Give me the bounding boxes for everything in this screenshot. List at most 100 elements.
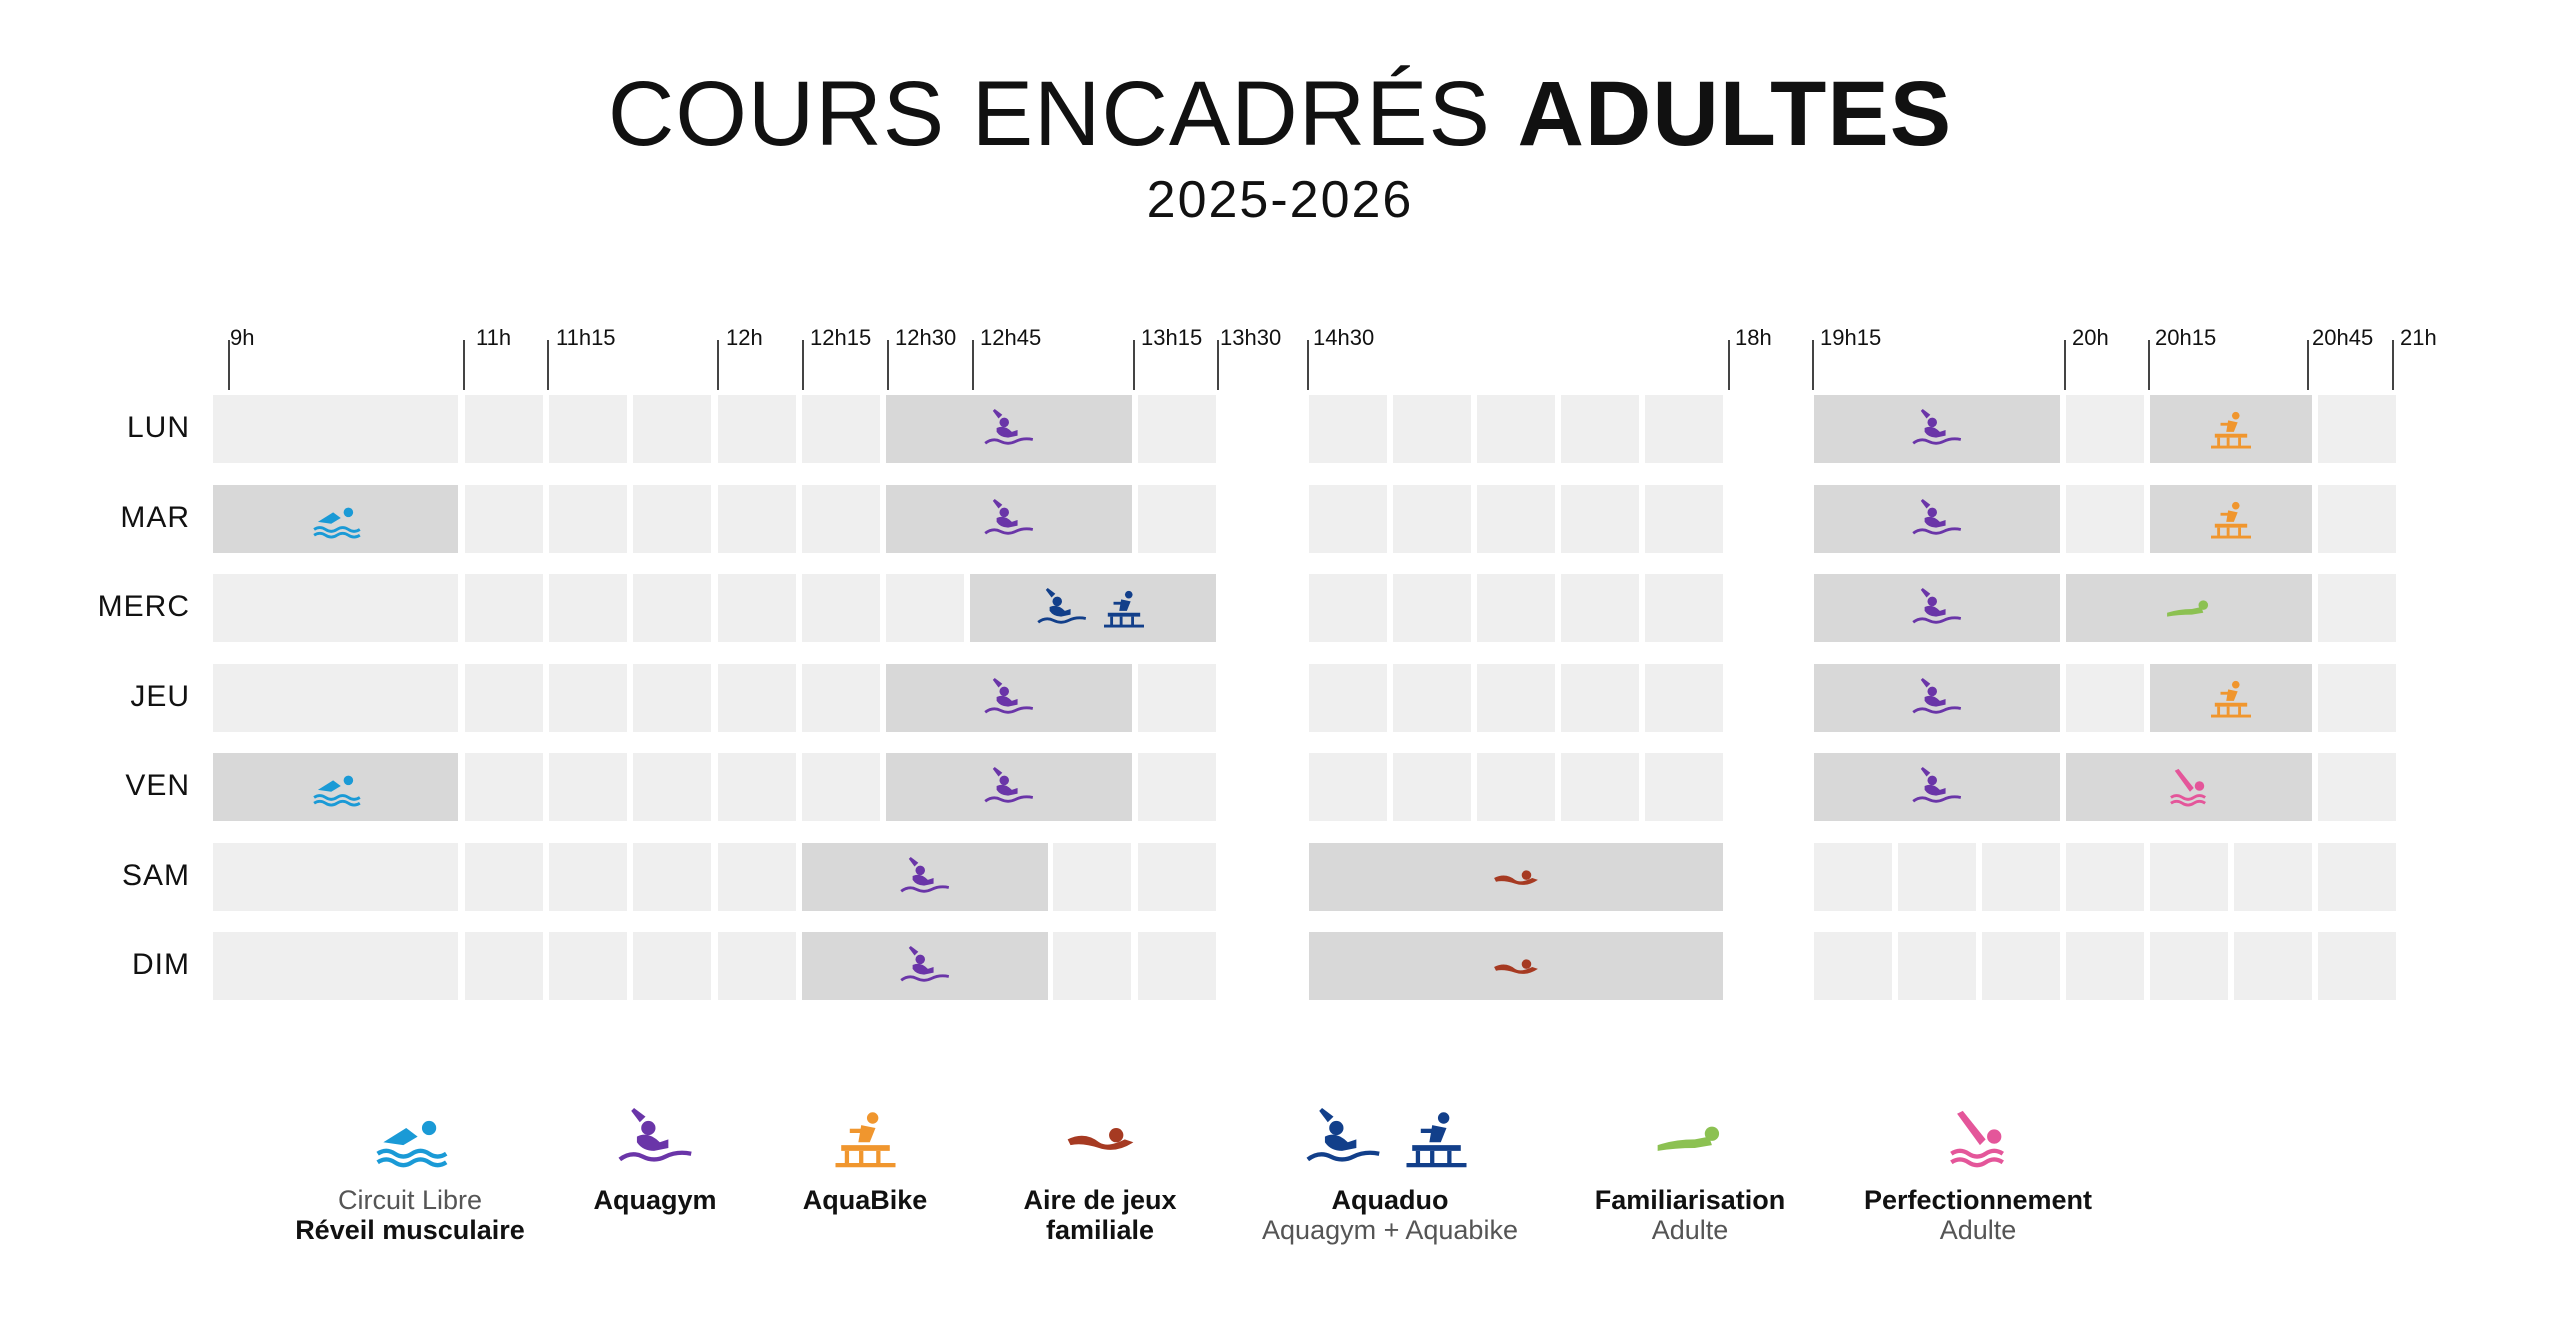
time-tick — [1133, 340, 1135, 390]
empty-slot — [2318, 664, 2396, 732]
title-bold: ADULTES — [1517, 63, 1953, 165]
aquagym-icon — [618, 1107, 693, 1168]
empty-slot — [213, 664, 458, 732]
empty-slot — [1814, 932, 1892, 1000]
empty-slot — [2066, 664, 2144, 732]
session-block-aquagym — [1814, 753, 2060, 821]
time-label: 20h15 — [2155, 325, 2217, 350]
time-label: 14h30 — [1313, 325, 1375, 350]
aquagym-icon — [984, 409, 1034, 449]
aquagym-icon — [900, 946, 950, 986]
session-block-perfectionnement — [2066, 753, 2312, 821]
gliding-swimmer-icon — [2164, 588, 2214, 628]
session-block-circuit — [213, 485, 458, 553]
swimmer-icon — [311, 767, 361, 807]
empty-slot — [2150, 932, 2228, 1000]
empty-slot — [1477, 395, 1555, 463]
empty-slot — [549, 395, 627, 463]
empty-slot — [2318, 932, 2396, 1000]
session-block-aquagym — [1814, 664, 2060, 732]
day-label: DIM — [132, 948, 190, 981]
empty-slot — [1645, 395, 1723, 463]
empty-slot — [1138, 843, 1216, 911]
empty-slot — [1561, 485, 1639, 553]
empty-slot — [549, 843, 627, 911]
session-block-circuit — [213, 753, 458, 821]
aquagym-icon — [1912, 409, 1962, 449]
session-block-aquaduo — [970, 574, 1216, 642]
empty-slot — [549, 574, 627, 642]
empty-slot — [1982, 843, 2060, 911]
empty-slot — [465, 395, 543, 463]
floating-swimmer-icon — [1491, 946, 1541, 986]
empty-slot — [1309, 753, 1387, 821]
time-tick — [717, 340, 719, 390]
time-label: 13h30 — [1220, 325, 1282, 350]
empty-slot — [1309, 485, 1387, 553]
empty-slot — [633, 485, 711, 553]
empty-slot — [718, 843, 796, 911]
legend-label: Perfectionnement — [1863, 1185, 2093, 1215]
session-block-aire — [1309, 932, 1723, 1000]
legend-sublabel: Adulte — [1651, 1215, 1729, 1245]
day-label: LUN — [126, 411, 190, 444]
time-label: 11h — [476, 325, 512, 350]
empty-slot — [465, 485, 543, 553]
page-subtitle: 2025-2026 — [1146, 171, 1414, 229]
empty-slot — [1477, 574, 1555, 642]
legend-label: Aire de jeux — [1023, 1185, 1177, 1215]
empty-slot — [1053, 932, 1131, 1000]
empty-slot — [1053, 843, 1131, 911]
floating-swimmer-icon — [1491, 857, 1541, 897]
day-label: JEU — [130, 680, 190, 713]
legend-label: AquaBike — [802, 1185, 928, 1215]
legend-item-perfectionnement: Perfectionnement Adulte — [1828, 1090, 2128, 1245]
legend-icons — [1220, 1090, 1560, 1185]
session-block-aquagym — [886, 485, 1132, 553]
empty-slot — [718, 753, 796, 821]
empty-slot — [1645, 485, 1723, 553]
legend-item-aquagym: Aquagym — [505, 1090, 805, 1215]
time-tick — [2307, 340, 2309, 390]
aquabike-icon — [2206, 499, 2256, 539]
time-tick — [228, 340, 230, 390]
time-tick — [1217, 340, 1219, 390]
legend-sublabel: Réveil musculaire — [295, 1215, 525, 1245]
session-block-aquagym — [886, 753, 1132, 821]
diver-icon — [1941, 1108, 2016, 1168]
empty-slot — [1898, 843, 1976, 911]
empty-slot — [213, 932, 458, 1000]
empty-slot — [465, 753, 543, 821]
session-block-aquagym — [1814, 395, 2060, 463]
empty-slot — [2066, 932, 2144, 1000]
legend-item-circuit: Circuit Libre Réveil musculaire — [260, 1090, 560, 1245]
session-block-aquabike — [2150, 485, 2312, 553]
time-label: 11h15 — [556, 325, 616, 350]
aquagym-icon — [1037, 588, 1087, 628]
empty-slot — [802, 753, 880, 821]
empty-slot — [1309, 395, 1387, 463]
empty-slot — [2318, 574, 2396, 642]
aquabike-icon — [1099, 588, 1149, 628]
empty-slot — [2066, 485, 2144, 553]
gliding-swimmer-icon — [1653, 1108, 1728, 1168]
legend-label: Circuit Libre — [337, 1185, 483, 1215]
empty-slot — [633, 932, 711, 1000]
empty-slot — [1138, 485, 1216, 553]
empty-slot — [549, 753, 627, 821]
time-tick — [802, 340, 804, 390]
legend-sublabel: Adulte — [1939, 1215, 2017, 1245]
empty-slot — [1645, 574, 1723, 642]
empty-slot — [1561, 395, 1639, 463]
aquagym-icon — [1306, 1107, 1381, 1168]
empty-slot — [2318, 395, 2396, 463]
legend-sublabel: Aquagym + Aquabike — [1262, 1215, 1518, 1245]
empty-slot — [465, 574, 543, 642]
legend-icons — [1828, 1090, 2128, 1185]
session-block-aquabike — [2150, 395, 2312, 463]
aquagym-icon — [900, 857, 950, 897]
day-label: MAR — [120, 501, 190, 534]
empty-slot — [213, 574, 458, 642]
session-block-aquagym — [886, 664, 1132, 732]
time-tick — [1812, 340, 1814, 390]
